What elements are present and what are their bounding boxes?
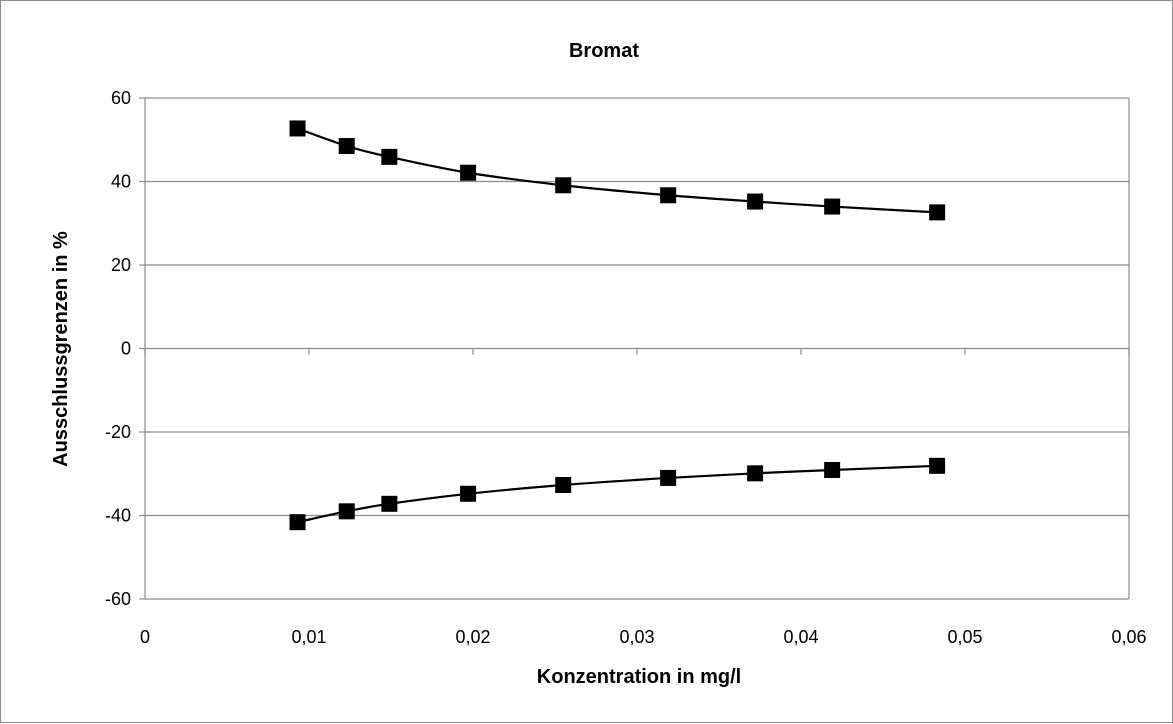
x-tick-label: 0,02 xyxy=(455,627,490,647)
series-1-marker xyxy=(460,164,477,181)
series-1-marker xyxy=(289,120,306,137)
series xyxy=(289,120,946,531)
y-tick-label: 0 xyxy=(121,339,131,359)
series-1-marker xyxy=(824,198,841,215)
series-2-line xyxy=(297,464,938,524)
y-tick-labels: 60 40 20 0 -20 -40 -60 xyxy=(105,88,131,609)
y-tick-label: 40 xyxy=(111,172,131,192)
x-tick-label: 0 xyxy=(140,627,150,647)
series-2-marker xyxy=(929,457,946,474)
series-1-marker xyxy=(338,138,355,155)
x-tick-label: 0,05 xyxy=(947,627,982,647)
x-tick-label: 0,01 xyxy=(291,627,326,647)
series-2-marker xyxy=(660,469,677,486)
y-tick-label: 60 xyxy=(111,88,131,108)
series-2-marker xyxy=(824,461,841,478)
series-2-marker xyxy=(747,465,764,482)
y-tick-label: -60 xyxy=(105,589,131,609)
series-1-marker xyxy=(747,193,764,210)
y-axis-title: Ausschlussgrenzen in % xyxy=(50,231,72,467)
series-1-marker xyxy=(381,148,398,165)
series-2-marker xyxy=(338,503,355,520)
x-tick-label: 0,04 xyxy=(783,627,818,647)
y-tick-label: -40 xyxy=(105,506,131,526)
series-2-marker xyxy=(289,514,306,531)
series-1-marker xyxy=(929,204,946,221)
series-1-line xyxy=(297,127,938,214)
gridlines xyxy=(145,97,1129,600)
series-1-marker xyxy=(660,187,677,204)
x-tick-labels: 0 0,01 0,02 0,03 0,04 0,05 0,06 xyxy=(140,627,1147,647)
x-tick-label: 0,03 xyxy=(619,627,654,647)
series-2-marker xyxy=(555,477,572,494)
x-tick-label: 0,06 xyxy=(1111,627,1146,647)
x-axis-title: Konzentration in mg/l xyxy=(537,666,741,688)
chart-title: Bromat xyxy=(569,40,639,62)
y-tick-label: 20 xyxy=(111,255,131,275)
axes xyxy=(139,97,1130,600)
series-2-marker xyxy=(460,485,477,502)
series-2-marker xyxy=(381,495,398,512)
series-1-marker xyxy=(555,177,572,194)
y-tick-label: -20 xyxy=(105,422,131,442)
